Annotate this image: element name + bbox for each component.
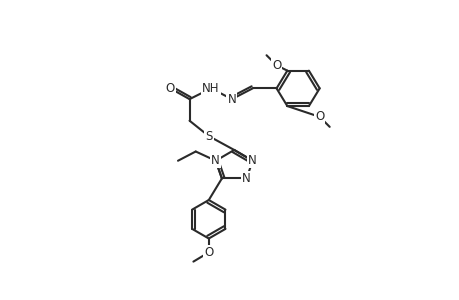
Text: S: S	[205, 130, 212, 142]
Text: N: N	[241, 172, 250, 185]
Text: O: O	[204, 246, 213, 259]
Text: O: O	[271, 59, 280, 72]
Text: N: N	[227, 93, 236, 106]
Text: O: O	[165, 82, 174, 95]
Text: O: O	[314, 110, 324, 123]
Text: NH: NH	[202, 82, 219, 95]
Text: N: N	[248, 154, 257, 167]
Text: N: N	[211, 154, 219, 167]
